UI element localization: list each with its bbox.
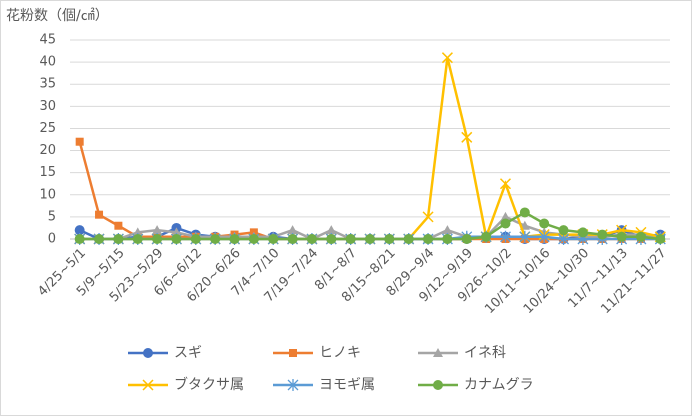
y-tick-label: 15 <box>39 165 56 180</box>
marker <box>519 207 530 218</box>
marker <box>113 234 124 244</box>
marker <box>326 225 337 235</box>
marker <box>558 225 569 236</box>
marker <box>500 218 511 229</box>
y-tick-label: 0 <box>48 232 56 247</box>
marker <box>94 234 105 244</box>
legend-label: イネ科 <box>464 345 506 361</box>
marker <box>519 230 531 243</box>
marker <box>433 380 443 390</box>
marker <box>365 234 375 244</box>
marker <box>577 227 588 238</box>
marker <box>616 231 627 242</box>
legend-label: ブタクサ属 <box>174 376 244 393</box>
marker <box>481 231 492 242</box>
y-tick-label: 5 <box>48 209 56 224</box>
marker <box>229 234 240 244</box>
marker <box>403 234 414 244</box>
y-tick-label: 45 <box>39 33 56 48</box>
marker <box>423 234 434 244</box>
marker <box>132 234 143 244</box>
series <box>74 207 666 244</box>
marker <box>499 178 512 190</box>
marker <box>539 218 550 229</box>
legend-label: ヒノキ <box>319 345 361 361</box>
marker <box>75 137 84 146</box>
y-tick-label: 30 <box>39 99 56 114</box>
marker <box>171 227 182 237</box>
marker <box>442 225 453 235</box>
marker <box>289 349 297 357</box>
marker <box>268 234 279 244</box>
marker <box>248 234 259 244</box>
marker <box>74 234 85 244</box>
marker <box>132 227 143 237</box>
marker <box>142 379 154 391</box>
legend-label: ヨモギ属 <box>319 377 375 393</box>
marker <box>171 234 182 244</box>
marker <box>500 230 511 243</box>
marker <box>287 379 299 391</box>
marker <box>345 234 356 244</box>
marker <box>655 234 666 244</box>
marker <box>461 234 472 244</box>
marker <box>114 221 123 230</box>
marker <box>433 348 443 357</box>
marker <box>306 234 317 244</box>
y-tick-label: 10 <box>39 187 56 202</box>
legend-label: カナムグラ <box>464 377 534 393</box>
marker <box>500 211 511 221</box>
marker <box>190 234 201 244</box>
marker <box>422 211 434 223</box>
marker <box>326 234 337 244</box>
marker <box>143 348 153 358</box>
marker <box>441 52 453 64</box>
marker <box>461 131 473 143</box>
chart-title: 花粉数（個/㎠） <box>6 8 109 24</box>
marker <box>95 210 104 219</box>
marker <box>152 225 163 235</box>
marker <box>287 234 298 244</box>
marker <box>287 225 298 235</box>
marker <box>442 234 453 244</box>
marker <box>597 229 608 240</box>
marker <box>210 234 221 244</box>
y-tick-label: 35 <box>39 77 56 92</box>
legend-label: スギ <box>174 345 202 361</box>
y-tick-label: 40 <box>39 55 56 70</box>
marker <box>538 230 550 243</box>
y-tick-label: 25 <box>39 121 56 136</box>
y-tick-label: 20 <box>39 143 56 158</box>
marker <box>635 231 646 242</box>
marker <box>152 234 163 244</box>
marker <box>384 234 395 244</box>
